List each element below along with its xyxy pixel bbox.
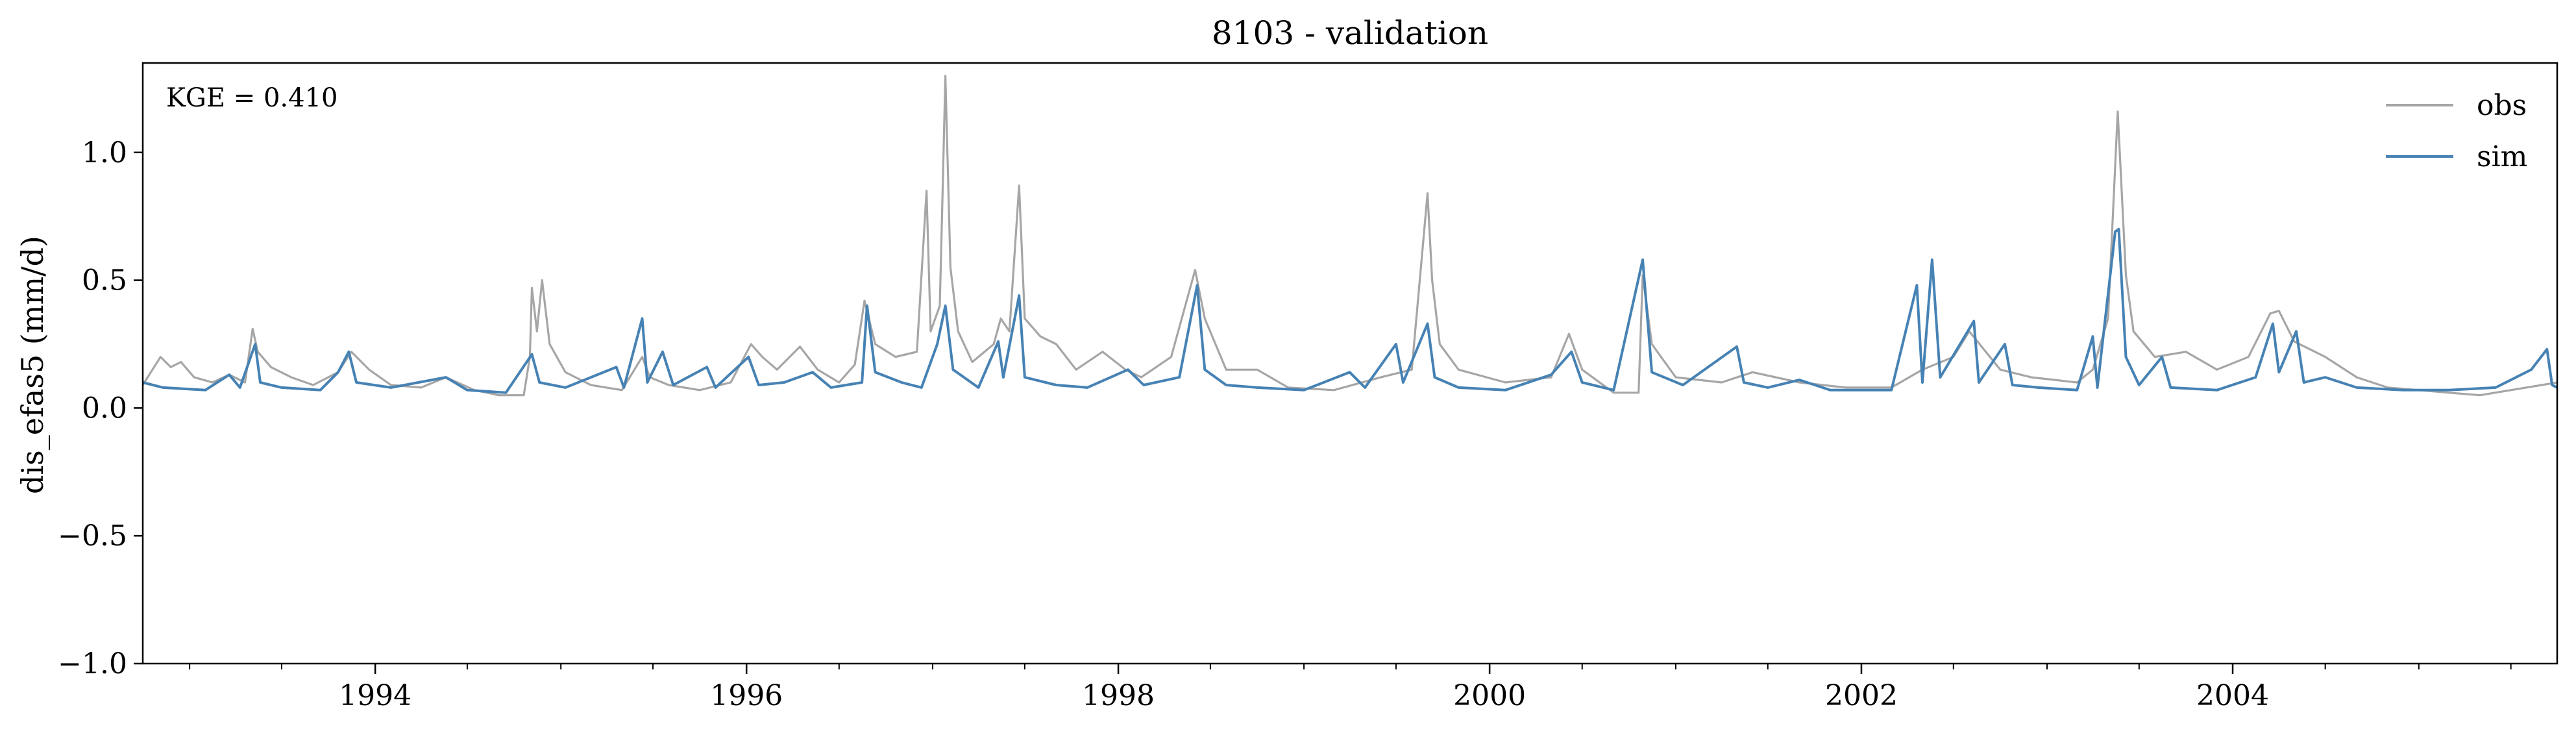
y-axis-label: dis_efas5 (mm/d) [15, 236, 50, 494]
legend-label-sim: sim [2477, 140, 2527, 173]
y-tick-label: 0.0 [82, 392, 127, 425]
series-group [141, 75, 2558, 397]
chart-title: 8103 - validation [1212, 14, 1488, 52]
legend-label-obs: obs [2477, 89, 2527, 122]
x-tick-label: 2004 [2196, 679, 2269, 712]
x-tick-label: 2000 [1453, 679, 1526, 712]
kge-annotation: KGE = 0.410 [166, 83, 338, 113]
y-tick-label: 0.5 [82, 264, 127, 297]
x-tick-label: 1998 [1082, 679, 1155, 712]
series-line-sim [142, 227, 2558, 394]
ticks-group: 1.0 0.5 0.0 −0.5 −1.0 1994 1996 1998 2000 2002 200… [58, 136, 2512, 712]
y-tick-label: −0.5 [58, 519, 127, 553]
y-tick-label: 1.0 [82, 136, 127, 169]
plot-frame [141, 62, 2558, 665]
x-tick-label: 1994 [339, 679, 411, 712]
x-tick-label: 1996 [710, 679, 783, 712]
y-tick-label: −1.0 [58, 647, 127, 680]
x-tick-label: 2002 [1825, 679, 1898, 712]
series-line-obs [141, 75, 2558, 397]
legend: obs sim [2386, 89, 2527, 173]
